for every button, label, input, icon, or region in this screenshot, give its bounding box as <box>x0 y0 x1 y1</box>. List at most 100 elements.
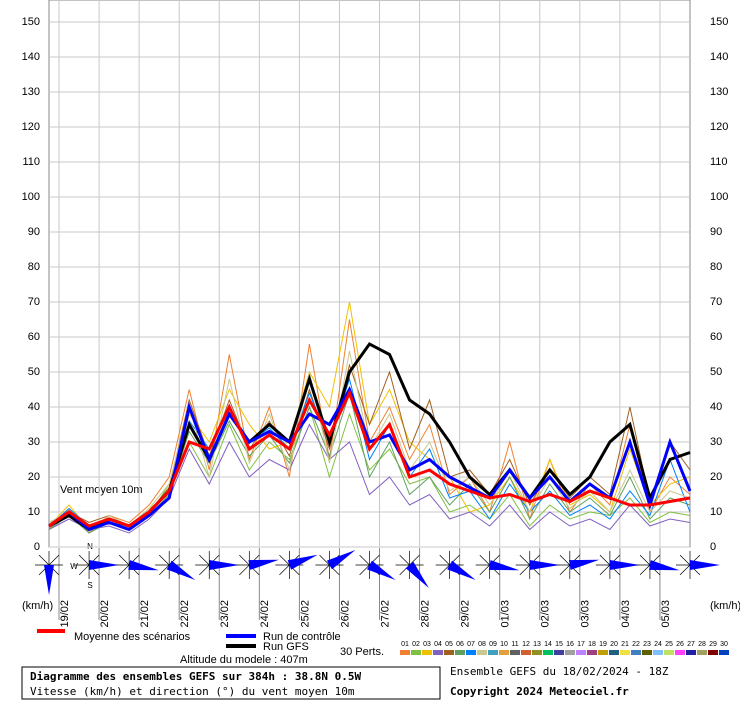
x-tick-label: 05/03 <box>660 600 672 628</box>
series-line <box>48 386 692 532</box>
wind-arrow <box>367 560 396 580</box>
legend-swatch <box>565 650 575 655</box>
y-tick-label: 150 <box>22 16 40 28</box>
legend-swatch <box>675 650 685 655</box>
y-tick-label: 100 <box>710 191 728 203</box>
wind-arrow <box>89 560 120 570</box>
legend-label: 05 <box>445 641 453 648</box>
legend-label: 11 <box>511 641 518 648</box>
x-tick-label: 29/02 <box>460 600 472 628</box>
x-tick-label: 04/03 <box>620 600 632 628</box>
y-unit: (km/h) <box>710 600 740 612</box>
legend-swatch <box>598 650 608 655</box>
legend-label: 17 <box>577 641 585 648</box>
y-tick-label: 90 <box>710 226 722 238</box>
chart-title: Diagramme des ensembles GEFS sur 384h : … <box>30 670 362 683</box>
legend-swatch <box>433 650 443 655</box>
x-tick-label: 22/02 <box>179 600 191 628</box>
legend-swatch <box>576 650 586 655</box>
legend-swatch <box>587 650 597 655</box>
legend-swatch <box>653 650 663 655</box>
legend-label: 18 <box>588 641 596 648</box>
legend-swatch <box>686 650 696 655</box>
run-info: Ensemble GEFS du 18/02/2024 - 18Z <box>450 665 669 678</box>
legend-swatch <box>400 650 410 655</box>
copyright: Copyright 2024 Meteociel.fr <box>450 685 629 698</box>
y-tick-label: 100 <box>22 191 40 203</box>
legend-swatch <box>499 650 509 655</box>
legend-label: 22 <box>632 641 640 648</box>
legend-label: 28 <box>698 641 706 648</box>
wind-arrow <box>326 550 356 570</box>
legend-label: 08 <box>478 641 486 648</box>
legend-label: Moyenne des scénarios <box>74 631 191 643</box>
legend-label: 19 <box>599 641 607 648</box>
y-tick-label: 10 <box>710 506 722 518</box>
wind-arrow <box>287 554 318 570</box>
legend-label: 02 <box>412 641 420 648</box>
legend-label: 20 <box>610 641 618 648</box>
legend-swatch <box>422 650 432 655</box>
legend-label: 27 <box>687 641 695 648</box>
wind-arrow <box>649 560 680 571</box>
series-line <box>48 389 691 528</box>
y-tick-label: 140 <box>710 51 728 63</box>
legend-label: Run GFS <box>263 641 309 653</box>
legend-swatch <box>521 650 531 655</box>
y-tick-label: 10 <box>28 506 40 518</box>
legend-label: 15 <box>555 641 563 648</box>
wind-arrow <box>447 560 476 580</box>
compass-label: W <box>70 562 78 571</box>
legend-swatch <box>708 650 718 655</box>
y-tick-label: 90 <box>28 226 40 238</box>
legend-swatch <box>488 650 498 655</box>
y-tick-label: 0 <box>710 541 716 553</box>
y-tick-label: 150 <box>710 16 728 28</box>
legend-label: 13 <box>533 641 541 648</box>
legend-swatch <box>719 650 729 655</box>
legend-label: 30 <box>720 641 728 648</box>
x-tick-label: 21/02 <box>139 600 151 628</box>
y-tick-label: 20 <box>28 471 40 483</box>
legend-swatch <box>554 650 564 655</box>
y-tick-label: 70 <box>710 296 722 308</box>
y-tick-label: 130 <box>710 86 728 98</box>
legend-swatch <box>664 650 674 655</box>
y-tick-label: 80 <box>710 261 722 273</box>
legend-swatch <box>543 650 553 655</box>
wind-arrow <box>405 561 429 588</box>
legend-swatch <box>620 650 630 655</box>
wind-arrow <box>690 560 720 570</box>
legend-label: 25 <box>665 641 673 648</box>
altitude: Altitude du modele : 407m <box>180 654 308 666</box>
x-tick-label: 28/02 <box>419 600 431 628</box>
legend-label: 26 <box>676 641 684 648</box>
legend-label: 23 <box>643 641 651 648</box>
wind-arrow <box>568 559 600 570</box>
legend-swatch <box>697 650 707 655</box>
y-tick-label: 50 <box>710 366 722 378</box>
series-line <box>48 423 691 534</box>
legend-swatch <box>631 650 641 655</box>
legend-label: 30 Perts. <box>340 646 384 658</box>
info-box <box>21 666 441 700</box>
x-tick-label: 27/02 <box>379 600 391 628</box>
y-tick-label: 140 <box>22 51 40 63</box>
legend-label: 14 <box>544 641 552 648</box>
wind-arrow <box>44 565 54 595</box>
annotation: Vent moyen 10m <box>60 484 143 496</box>
legend-swatch <box>609 650 619 655</box>
x-tick-label: 02/03 <box>540 600 552 628</box>
x-tick-label: 03/03 <box>580 600 592 628</box>
y-tick-label: 50 <box>28 366 40 378</box>
y-tick-label: 130 <box>22 86 40 98</box>
compass-label: S <box>87 581 92 590</box>
x-tick-label: 01/03 <box>500 600 512 628</box>
legend-label: 01 <box>401 641 409 648</box>
legend-label: 07 <box>467 641 475 648</box>
legend-label: 21 <box>621 641 629 648</box>
y-tick-label: 120 <box>710 121 728 133</box>
legend-swatch <box>466 650 476 655</box>
